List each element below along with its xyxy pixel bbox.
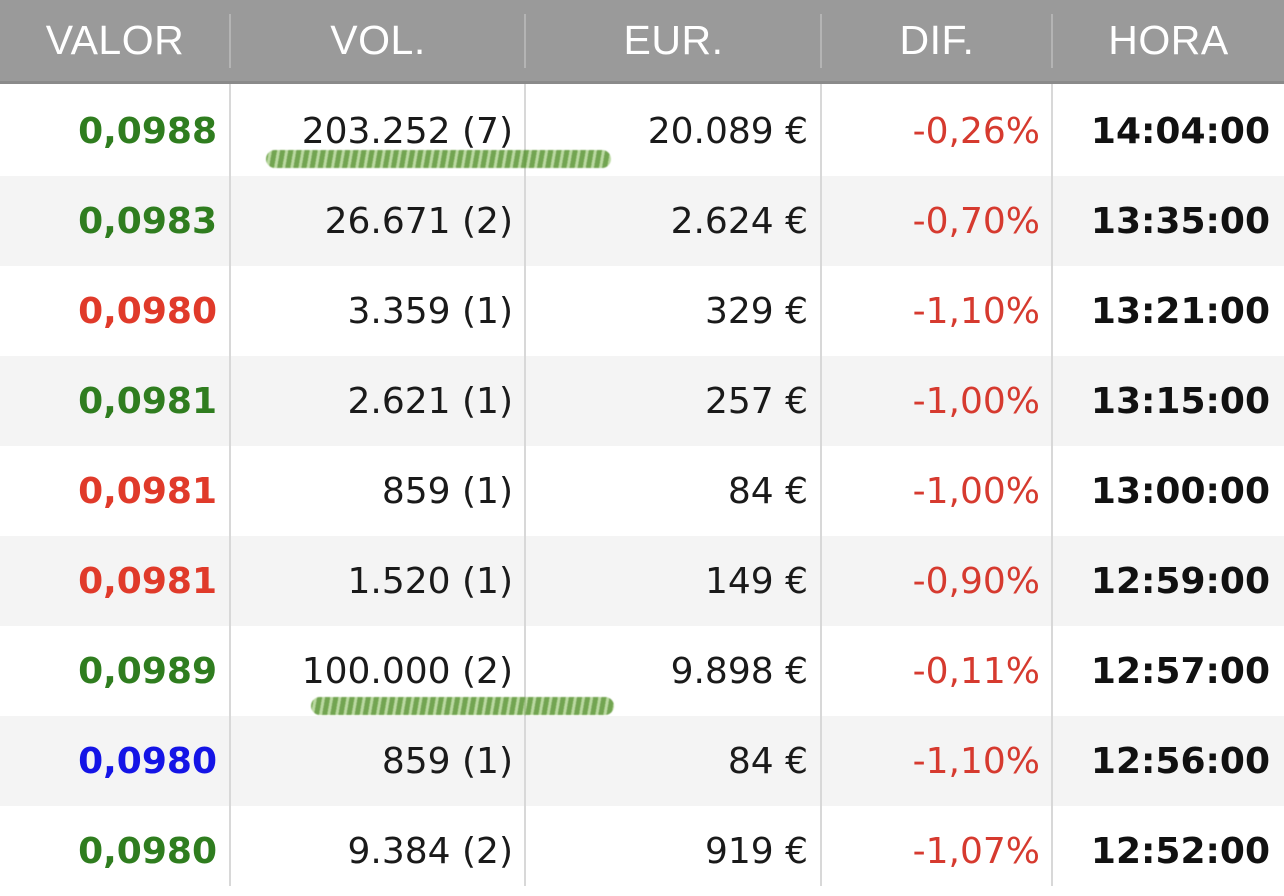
hora-cell: 12:59:00 [1090,560,1270,602]
header-divider [820,14,822,68]
table-row[interactable]: 0,0981 859 (1) 84 € -1,00% 13:00:00 [0,446,1284,536]
hora-cell: 12:57:00 [1090,650,1270,692]
volume-cell: 859 (1) [381,740,513,782]
valor-cell: 0,0980 [78,740,217,782]
eur-cell: 257 € [704,380,808,422]
table-row[interactable]: 0,0980 3.359 (1) 329 € -1,10% 13:21:00 [0,266,1284,356]
eur-cell: 2.624 € [670,200,808,242]
table-row[interactable]: 0,0980 9.384 (2) 919 € -1,07% 12:52:00 [0,806,1284,896]
header-valor[interactable]: VALOR [45,17,185,63]
hora-cell: 13:35:00 [1090,200,1270,242]
column-divider [1051,84,1053,886]
volume-cell: 859 (1) [381,470,513,512]
valor-cell: 0,0981 [78,560,217,602]
dif-cell: -0,26% [912,110,1040,152]
valor-cell: 0,0980 [78,830,217,872]
table-header: VALOR VOL. EUR. DIF. HORA [0,0,1284,84]
header-divider [524,14,526,68]
header-divider [1051,14,1053,68]
eur-cell: 20.089 € [647,110,808,152]
hora-cell: 14:04:00 [1090,110,1270,152]
dif-cell: -0,70% [912,200,1040,242]
dif-cell: -0,90% [912,560,1040,602]
highlight-scribble [266,150,611,168]
dif-cell: -0,11% [912,650,1040,692]
eur-cell: 329 € [704,290,808,332]
hora-cell: 13:21:00 [1090,290,1270,332]
dif-cell: -1,10% [912,740,1040,782]
volume-cell: 203.252 (7) [301,110,513,152]
hora-cell: 13:00:00 [1090,470,1270,512]
hora-cell: 12:56:00 [1090,740,1270,782]
eur-cell: 84 € [727,740,808,782]
valor-cell: 0,0988 [78,110,217,152]
table-row[interactable]: 0,0981 2.621 (1) 257 € -1,00% 13:15:00 [0,356,1284,446]
table-row[interactable]: 0,0980 859 (1) 84 € -1,10% 12:56:00 [0,716,1284,806]
dif-cell: -1,07% [912,830,1040,872]
table-row[interactable]: 0,0988 203.252 (7) 20.089 € -0,26% 14:04:00 [0,86,1284,176]
header-eur[interactable]: EUR. [623,17,724,63]
volume-cell: 3.359 (1) [347,290,514,332]
column-divider [820,84,822,886]
dif-cell: -1,10% [912,290,1040,332]
volume-cell: 100.000 (2) [301,650,513,692]
eur-cell: 9.898 € [670,650,808,692]
header-divider [229,14,231,68]
eur-cell: 149 € [704,560,808,602]
valor-cell: 0,0980 [78,290,217,332]
table-row[interactable]: 0,0983 26.671 (2) 2.624 € -0,70% 13:35:00 [0,176,1284,266]
dif-cell: -1,00% [912,380,1040,422]
eur-cell: 84 € [727,470,808,512]
header-hora[interactable]: HORA [1108,17,1229,63]
dif-cell: -1,00% [912,470,1040,512]
table-row[interactable]: 0,0981 1.520 (1) 149 € -0,90% 12:59:00 [0,536,1284,626]
column-divider [229,84,231,886]
valor-cell: 0,0989 [78,650,217,692]
header-vol[interactable]: VOL. [330,17,426,63]
volume-cell: 2.621 (1) [347,380,514,422]
hora-cell: 12:52:00 [1090,830,1270,872]
eur-cell: 919 € [704,830,808,872]
column-divider [524,84,526,886]
valor-cell: 0,0981 [78,380,217,422]
valor-cell: 0,0981 [78,470,217,512]
header-dif[interactable]: DIF. [899,17,975,63]
highlight-scribble [311,697,614,715]
table-row[interactable]: 0,0989 100.000 (2) 9.898 € -0,11% 12:57:00 [0,626,1284,716]
volume-cell: 26.671 (2) [324,200,513,242]
hora-cell: 13:15:00 [1090,380,1270,422]
volume-cell: 9.384 (2) [347,830,514,872]
valor-cell: 0,0983 [78,200,217,242]
volume-cell: 1.520 (1) [347,560,514,602]
